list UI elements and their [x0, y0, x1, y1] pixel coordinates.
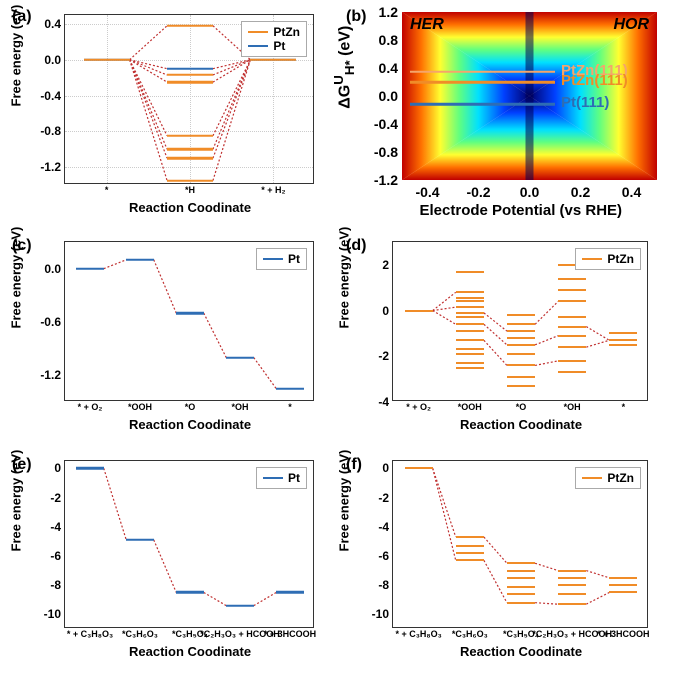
panel-label: (f)	[346, 456, 362, 474]
panel-label: (a)	[12, 8, 32, 26]
panel-label: (c)	[12, 237, 32, 255]
panel-b: (b)1.20.80.40.0-0.4-0.8-1.2-0.4-0.20.00.…	[340, 6, 670, 231]
panel-label: (e)	[12, 456, 32, 474]
panel-f: (f)0-2-4-6-8-10* + C₃H₈O₃*C₃H₆O₃*C₃H₅O₄*…	[340, 454, 670, 679]
panel-label: (b)	[346, 8, 366, 26]
panel-label: (d)	[346, 237, 366, 255]
panel-a: (a)0.40.0-0.4-0.8-1.2**H* + H₂PtZnPtFree…	[6, 6, 336, 231]
panel-e: (e)0-2-4-6-8-10* + C₃H₈O₃*C₃H₆O₃*C₃H₅O₄*…	[6, 454, 336, 679]
panel-c: (c)0.0-0.6-1.2* + O₂*OOH*O*OH*PtFree ene…	[6, 235, 336, 450]
panel-d: (d)20-2-4* + O₂*OOH*O*OH*PtZnFree energy…	[340, 235, 670, 450]
